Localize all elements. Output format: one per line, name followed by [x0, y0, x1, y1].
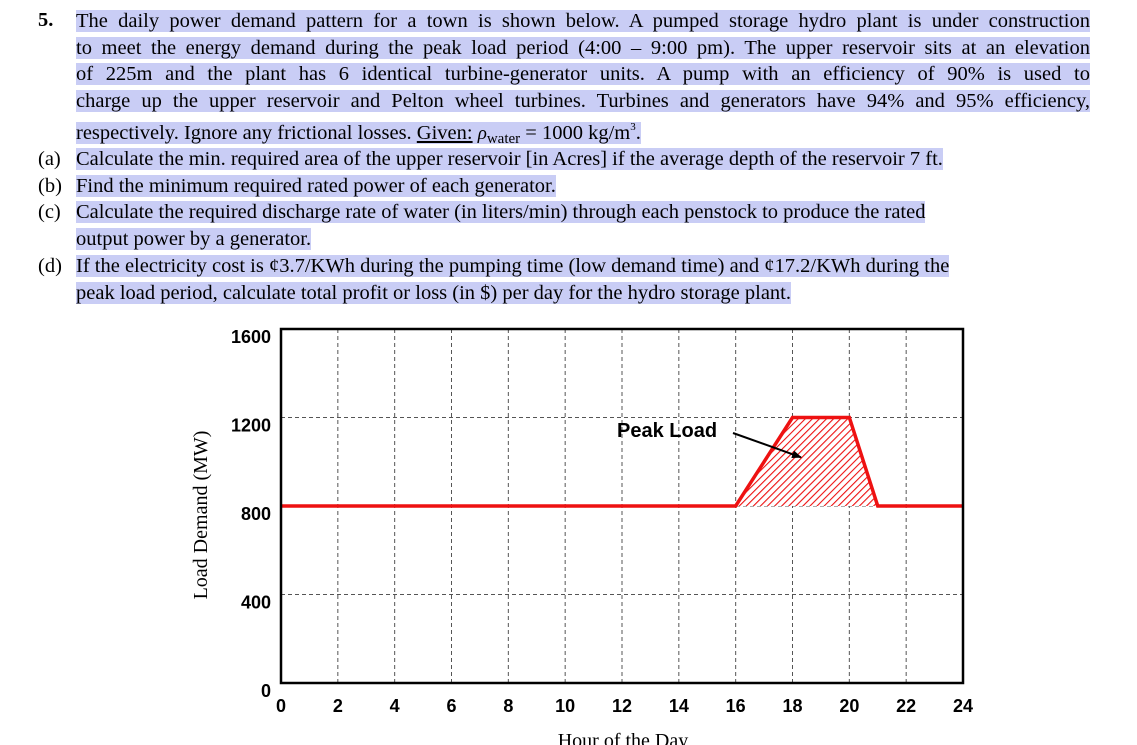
question-c-text-2: output power by a generator. — [76, 227, 312, 250]
problem-statement: The daily power demand pattern for a tow… — [76, 8, 1090, 148]
question-b-label: (b) — [38, 175, 62, 197]
rho-value: = 1000 kg/m — [525, 122, 631, 145]
x-tick-label: 16 — [726, 696, 746, 716]
question-a-label: (a) — [38, 148, 61, 170]
load-demand-line — [281, 415, 963, 508]
peak-load-annotation: Peak Load — [617, 420, 717, 442]
peak-load-area — [735, 417, 878, 506]
x-tick-label: 8 — [503, 696, 513, 716]
plot-frame — [279, 327, 965, 685]
x-axis-label: Hour of the Day — [558, 730, 689, 745]
y-axis-label: Load Demand (MW) — [190, 431, 212, 600]
rho-symbol: ρ — [477, 123, 487, 145]
y-tick-label: 0 — [261, 681, 271, 701]
rho-subscript: water — [486, 131, 521, 148]
question-b-text: Find the minimum required rated power of… — [76, 175, 556, 197]
question-c-label: (c) — [38, 201, 61, 223]
y-tick-label: 1600 — [231, 327, 271, 347]
x-tick-label: 18 — [782, 696, 802, 716]
question-c-text-1: Calculate the required discharge rate of… — [76, 201, 926, 223]
annotation-arrow — [732, 432, 802, 459]
x-tick-label: 24 — [953, 696, 973, 716]
intro-line-4: charge up the upper reservoir and Pelton… — [76, 89, 1090, 112]
y-tick-label: 1200 — [231, 416, 271, 436]
series-line-layer — [281, 415, 963, 508]
question-a-text: Calculate the min. required area of the … — [76, 148, 943, 170]
x-tick-label: 14 — [669, 696, 689, 716]
intro-line-5: respectively. Ignore any frictional loss… — [76, 122, 412, 145]
given-label: Given: — [416, 122, 473, 145]
x-tick-label: 2 — [333, 696, 343, 716]
x-tick-label: 12 — [612, 696, 632, 716]
x-tick-label: 10 — [555, 696, 575, 716]
y-tick-label: 400 — [241, 593, 271, 613]
problem-number: 5. — [38, 9, 54, 31]
question-d-text-1: If the electricity cost is ¢3.7/KWh duri… — [76, 255, 950, 277]
x-tick-label: 20 — [839, 696, 859, 716]
x-tick-label: 0 — [276, 696, 286, 716]
intro-line-1: The daily power demand pattern for a tow… — [76, 10, 1090, 32]
x-tick-label: 22 — [896, 696, 916, 716]
question-d-label: (d) — [38, 255, 62, 277]
intro-line-3: of 225m and the plant has 6 identical tu… — [76, 63, 1090, 86]
rho-end: . — [635, 122, 641, 145]
peak-area-layer — [735, 417, 878, 506]
y-tick-label: 800 — [241, 504, 271, 524]
x-tick-label: 6 — [446, 696, 456, 716]
rho-exponent: 3 — [630, 121, 636, 134]
question-d-text-2: peak load period, calculate total profit… — [76, 281, 791, 304]
annotation-layer: Peak Load — [617, 420, 802, 459]
intro-line-2: to meet the energy demand during the pea… — [76, 36, 1090, 59]
x-tick-label: 4 — [390, 696, 400, 716]
